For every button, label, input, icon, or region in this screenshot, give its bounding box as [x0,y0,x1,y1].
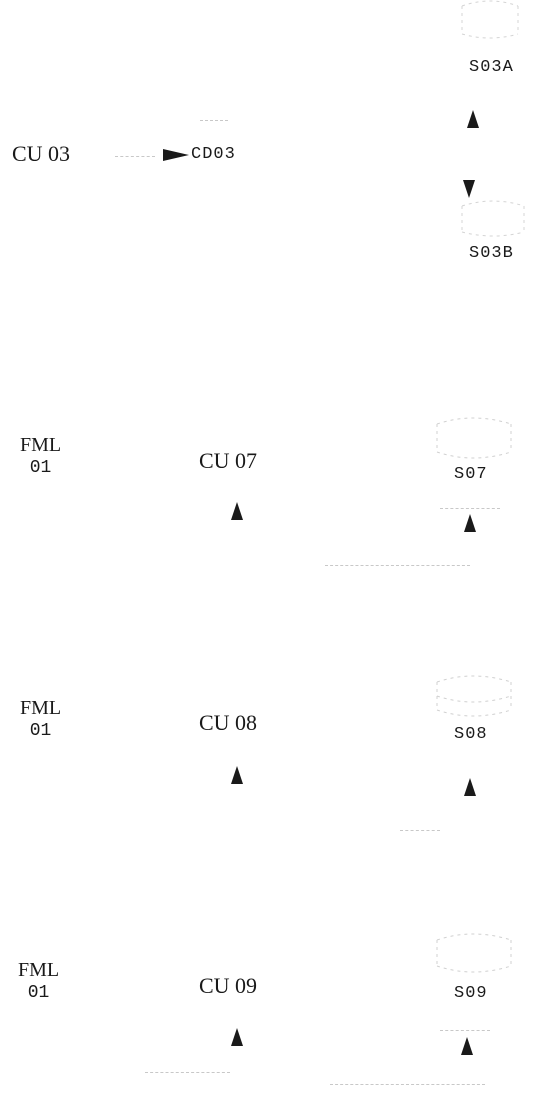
storage-drum-icon [436,675,512,717]
node-s03a-label: S03A [469,58,514,77]
arrow-up-icon [231,502,243,520]
node-s09-label: S09 [454,984,488,1003]
storage-drum-icon [461,200,525,237]
node-s03b-label: S03B [469,244,514,263]
node-s07-label: S07 [454,465,488,484]
connector-line [115,156,155,157]
connector-line [400,830,440,831]
connector-line [200,120,228,121]
connector-line [440,508,500,509]
fml-label: FML [20,697,62,719]
arrow-up-icon [231,1028,243,1046]
fml-block: FML 01 [20,435,61,477]
connector-line [325,565,470,566]
node-cu08-label: CU 08 [199,710,258,735]
fml-label: FML [20,434,62,456]
arrow-up-icon [461,1037,473,1055]
node-cu07-label: CU 07 [199,448,258,473]
arrow-up-icon [467,110,479,128]
storage-drum-icon [461,0,519,39]
fml-block: FML 01 [18,960,59,1002]
connector-line [330,1084,485,1085]
connector-line [440,1030,490,1031]
fml-label: FML [18,959,60,981]
node-s08-label: S08 [454,725,488,744]
arrow-up-icon [231,766,243,784]
fml-number: 01 [29,721,52,741]
fml-number: 01 [29,458,52,478]
connector-line [145,1072,230,1073]
node-cu03-label: CU 03 [12,141,71,166]
node-cd03-label: CD03 [191,145,236,164]
arrow-right-icon [163,149,189,161]
fml-number: 01 [27,983,50,1003]
fml-block: FML 01 [20,698,61,740]
arrow-down-icon [463,180,475,198]
arrow-up-icon [464,514,476,532]
arrow-up-icon [464,778,476,796]
storage-drum-icon [436,933,512,973]
node-cu09-label: CU 09 [199,973,258,998]
storage-drum-icon [436,417,512,459]
